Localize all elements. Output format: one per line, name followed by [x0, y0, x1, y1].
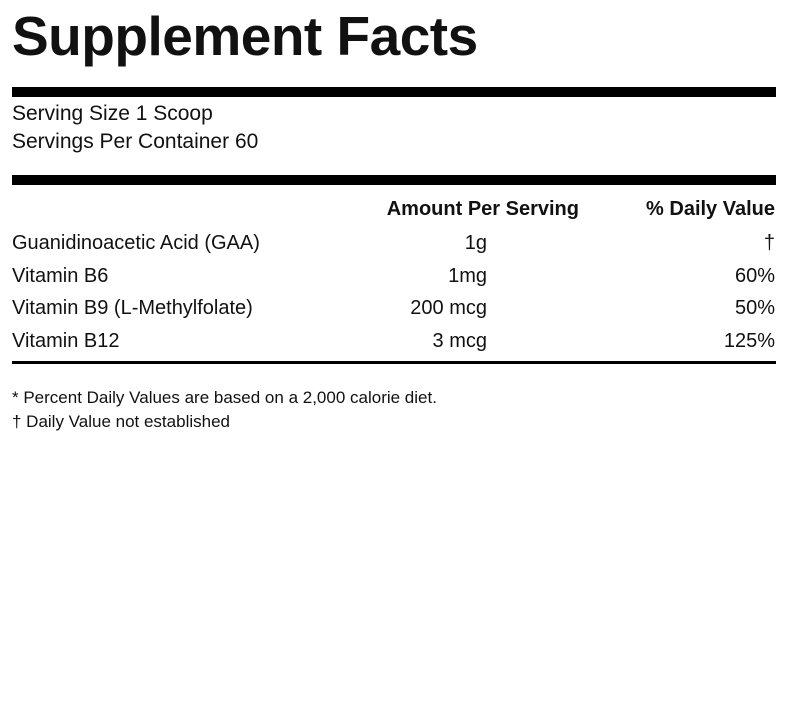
daily-value: 125%	[723, 329, 775, 352]
footnote: † Daily Value not established	[12, 412, 230, 431]
nutrient-name: Guanidinoacetic Acid (GAA)	[12, 232, 260, 254]
rule	[12, 361, 776, 364]
thick-rule	[12, 175, 776, 185]
amount: 1g	[464, 232, 487, 254]
header-daily-value: % Daily Value	[646, 198, 775, 220]
servings-per-container: Servings Per Container 60	[12, 130, 259, 153]
amount: 3 mcg	[432, 329, 487, 352]
title: Supplement Facts	[12, 5, 478, 67]
thick-rule	[12, 87, 776, 97]
nutrient-name: Vitamin B12	[12, 329, 120, 352]
serving-size: Serving Size 1 Scoop	[12, 102, 213, 125]
nutrient-name: Vitamin B6	[12, 264, 109, 287]
header-amount: Amount Per Serving	[386, 198, 579, 220]
amount: 200 mcg	[410, 297, 487, 319]
daily-value: †	[763, 232, 775, 254]
amount: 1mg	[448, 264, 487, 287]
nutrient-name: Vitamin B9 (L-Methylfolate)	[12, 297, 253, 319]
footnote: * Percent Daily Values are based on a 2,…	[12, 388, 437, 407]
daily-value: 60%	[734, 264, 775, 287]
daily-value: 50%	[734, 297, 775, 319]
